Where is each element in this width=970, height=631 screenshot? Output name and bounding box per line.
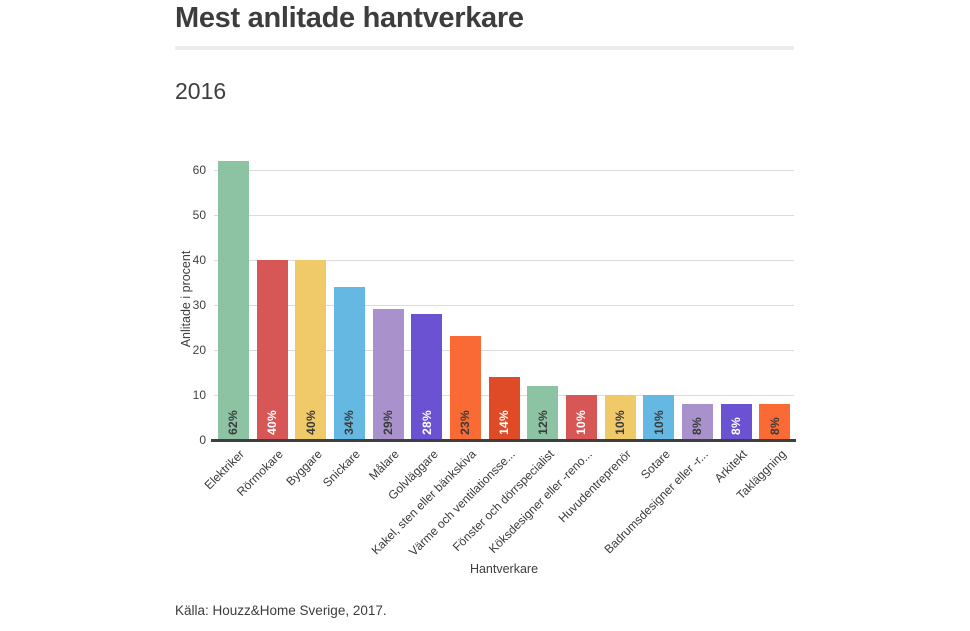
bar: 29% bbox=[372, 309, 404, 440]
bar-value-label: 8% bbox=[729, 417, 743, 435]
bar: 40% bbox=[295, 260, 327, 440]
bar-value-label: 40% bbox=[265, 410, 279, 435]
y-tick-label: 0 bbox=[199, 433, 206, 447]
chart-subtitle: 2016 bbox=[175, 78, 227, 104]
bar-value-label: 10% bbox=[574, 410, 589, 435]
y-tick-label: 50 bbox=[192, 208, 206, 222]
y-tick-label: 10 bbox=[192, 388, 206, 402]
y-tick-label: 30 bbox=[192, 298, 206, 312]
bar: 10% bbox=[643, 395, 675, 440]
bar-value-label: 28% bbox=[419, 410, 434, 435]
bar: 10% bbox=[565, 395, 597, 440]
x-axis-baseline bbox=[211, 439, 796, 442]
bar: 28% bbox=[411, 314, 443, 440]
y-gridline bbox=[214, 350, 794, 351]
bar-value-label: 34% bbox=[342, 410, 357, 435]
bar-value-label: 40% bbox=[303, 410, 318, 435]
bar-value-label: 8% bbox=[690, 417, 705, 435]
bar-value-label: 12% bbox=[535, 410, 550, 435]
y-gridline bbox=[214, 215, 794, 216]
source-caption: Källa: Houzz&Home Sverige, 2017. bbox=[175, 603, 387, 618]
title-underline bbox=[175, 46, 794, 50]
bar-value-label: 62% bbox=[226, 410, 241, 435]
bar: 40% bbox=[256, 260, 288, 440]
bar-value-label: 23% bbox=[458, 410, 473, 435]
chart-title: Mest anlitade hantverkare bbox=[175, 2, 524, 34]
bar: 8% bbox=[681, 404, 713, 440]
bar-value-label: 10% bbox=[651, 410, 666, 435]
bar: 62% bbox=[217, 161, 249, 440]
bar: 10% bbox=[604, 395, 636, 440]
bar: 34% bbox=[333, 287, 365, 440]
bar-value-label: 10% bbox=[613, 410, 627, 435]
bar-value-label: 8% bbox=[767, 417, 782, 435]
x-axis-title: Hantverkare bbox=[469, 562, 539, 576]
bar: 23% bbox=[449, 336, 481, 440]
bar: 12% bbox=[527, 386, 559, 440]
y-tick-label: 40 bbox=[192, 253, 206, 267]
y-tick-label: 60 bbox=[192, 163, 206, 177]
bar: 8% bbox=[759, 404, 791, 440]
bar: 14% bbox=[488, 377, 520, 440]
y-gridline bbox=[214, 260, 794, 261]
y-tick-label: 20 bbox=[192, 343, 206, 357]
bar-value-label: 14% bbox=[497, 410, 511, 435]
y-gridline bbox=[214, 305, 794, 306]
y-gridline bbox=[214, 170, 794, 171]
bar: 8% bbox=[720, 404, 752, 440]
bar-value-label: 29% bbox=[381, 410, 395, 435]
